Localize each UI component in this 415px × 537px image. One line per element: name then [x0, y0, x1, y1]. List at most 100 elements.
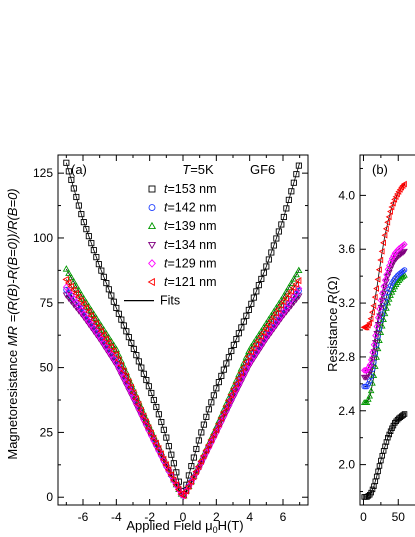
- marker-b-triangle-left: [367, 315, 374, 322]
- marker-triangle-left: [99, 331, 107, 339]
- marker-b-triangle-left: [387, 208, 393, 215]
- marker-b-triangle-up: [380, 316, 387, 323]
- marker-b-triangle-down: [374, 322, 382, 328]
- marker-triangle-left: [167, 471, 174, 479]
- marker-square: [238, 324, 245, 331]
- marker-triangle-up: [205, 439, 213, 447]
- marker-diamond: [295, 284, 303, 293]
- y-tick-label-b: 3.6: [338, 242, 355, 256]
- marker-triangle-down: [132, 403, 140, 410]
- marker-triangle-up: [242, 353, 250, 360]
- marker-square: [253, 288, 260, 295]
- marker-triangle-down: [75, 308, 83, 315]
- marker-b-square: [400, 412, 406, 418]
- marker-square: [120, 322, 127, 329]
- marker-triangle-left: [79, 300, 87, 308]
- marker-triangle-left: [154, 444, 162, 453]
- marker-b-triangle-up: [387, 291, 394, 298]
- marker-triangle-down: [255, 348, 263, 355]
- marker-square: [250, 294, 257, 301]
- marker-square: [73, 193, 80, 201]
- marker-triangle-left: [259, 328, 267, 337]
- marker-triangle-left: [94, 323, 102, 332]
- marker-b-triangle-left: [382, 225, 389, 233]
- marker-square: [163, 434, 170, 441]
- ticks-a: -6 -4 -2 0 2 4 6 0 25 50 75 100 125: [33, 155, 308, 524]
- marker-square: [68, 176, 75, 183]
- marker-triangle-left: [157, 450, 164, 458]
- marker-square: [293, 171, 300, 178]
- fit-line: [65, 268, 301, 499]
- fit-line: [65, 287, 301, 499]
- marker-triangle-down: [105, 350, 113, 358]
- x-tick-label-a: 2: [213, 510, 220, 524]
- marker-triangle-left: [92, 319, 99, 328]
- marker-b-square: [401, 411, 408, 417]
- marker-b-triangle-left: [380, 239, 386, 247]
- marker-triangle-left: [294, 276, 302, 285]
- panel-label-a: (a): [71, 162, 87, 177]
- marker-b-diamond: [399, 242, 407, 249]
- x-tick-label-a: -2: [144, 510, 155, 524]
- marker-triangle-left: [207, 436, 214, 444]
- marker-triangle-left: [149, 434, 157, 442]
- marker-square: [245, 306, 252, 313]
- legend-var: t: [164, 256, 168, 270]
- marker-square: [65, 168, 72, 175]
- marker-triangle-left: [287, 287, 294, 295]
- marker-square: [133, 352, 140, 359]
- marker-square: [233, 336, 240, 343]
- legend-marker-square: [148, 185, 156, 193]
- marker-triangle-up: [292, 270, 300, 278]
- marker-square: [230, 341, 237, 348]
- y-tick-label-a: 25: [40, 425, 54, 439]
- marker-b-triangle-left: [391, 196, 398, 203]
- marker-triangle-left: [289, 283, 297, 292]
- marker-triangle-left: [159, 455, 167, 464]
- marker-b-triangle-down: [395, 253, 403, 259]
- marker-triangle-left: [182, 487, 189, 495]
- marker-b-circle: [392, 276, 398, 282]
- marker-b-triangle-left: [394, 190, 400, 198]
- marker-square: [210, 392, 217, 399]
- marker-triangle-left: [169, 476, 177, 484]
- marker-square: [145, 383, 152, 390]
- marker-b-triangle-up: [372, 363, 379, 369]
- marker-triangle-left: [247, 348, 254, 356]
- marker-triangle-left: [244, 352, 252, 361]
- y-tick-label-a: 125: [33, 166, 53, 180]
- marker-square: [153, 403, 160, 411]
- legend-marker-triangle-down: [147, 241, 157, 250]
- marker-triangle-down: [137, 413, 145, 421]
- marker-square: [190, 454, 197, 461]
- marker-b-triangle-up: [366, 392, 374, 399]
- marker-square: [135, 358, 142, 365]
- marker-square: [195, 437, 202, 444]
- legend-value: =139 nm: [167, 219, 216, 233]
- marker-triangle-down: [107, 354, 115, 362]
- marker-triangle-left: [249, 344, 257, 352]
- marker-b-triangle-left: [370, 302, 377, 310]
- marker-triangle-down: [82, 317, 90, 325]
- marker-square: [200, 421, 207, 428]
- marker-square: [168, 451, 175, 458]
- marker-triangle-left: [202, 446, 209, 454]
- marker-triangle-left: [64, 279, 72, 287]
- marker-triangle-left: [87, 312, 94, 320]
- marker-square: [90, 247, 97, 254]
- marker-triangle-down: [95, 335, 103, 342]
- x-tick-label-b: 50: [392, 510, 406, 524]
- panel-b: 0 50 2.0 2.4 2.8 3.2 3.6 4.0 (b) Resistance R(Ω…: [325, 154, 415, 524]
- marker-square: [193, 445, 200, 453]
- marker-b-triangle-down: [384, 273, 392, 280]
- marker-triangle-left: [189, 472, 197, 481]
- marker-square: [265, 256, 272, 263]
- marker-b-circle: [366, 378, 373, 384]
- marker-triangle-up: [232, 376, 240, 384]
- marker-b-diamond: [379, 289, 386, 297]
- marker-b-square: [373, 473, 380, 480]
- marker-diamond: [120, 373, 128, 382]
- marker-square: [98, 267, 105, 274]
- marker-square: [125, 334, 132, 341]
